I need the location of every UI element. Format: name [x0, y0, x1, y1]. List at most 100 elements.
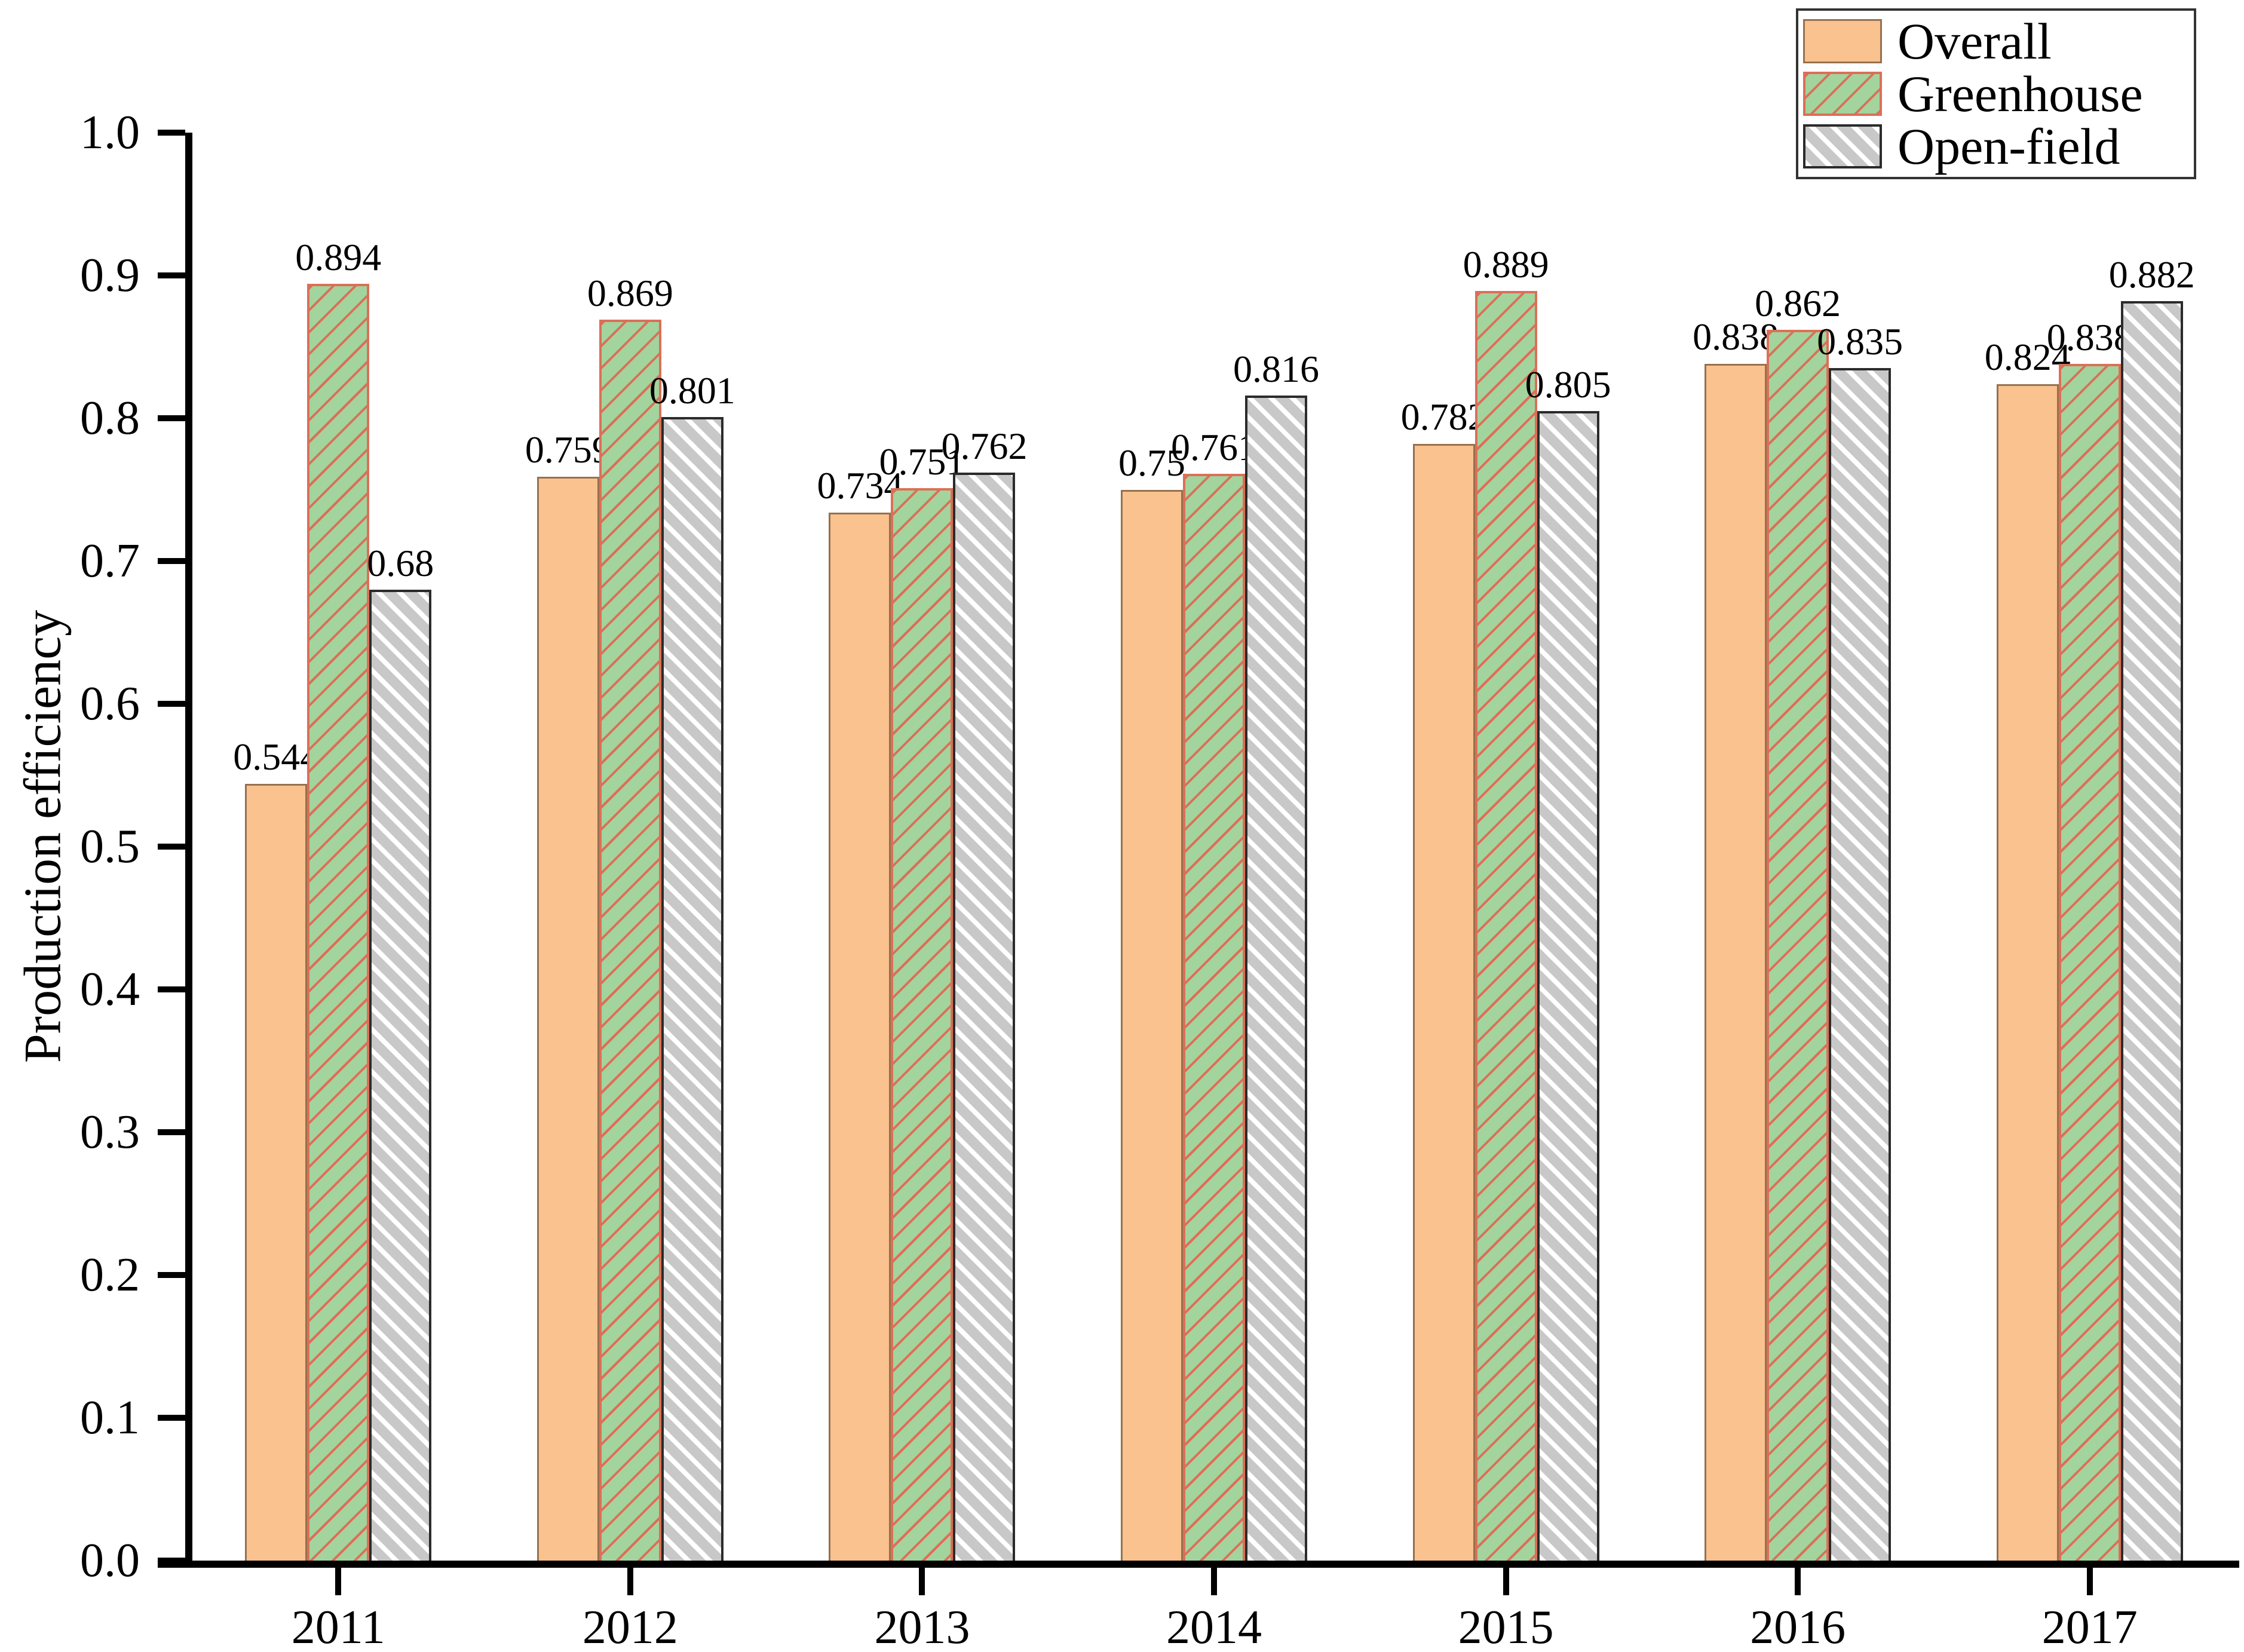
- year-group-2011: 0.544 0.894 0.68 2011: [192, 133, 485, 1651]
- bar-value-label: 0.894: [295, 236, 382, 279]
- y-tick-mark: [158, 1272, 185, 1278]
- bar-value-label: 0.762: [941, 424, 1028, 467]
- y-tick-label: 0.9: [80, 249, 140, 302]
- bar-value-label: 0.734: [817, 464, 903, 507]
- y-tick-mark: [158, 130, 185, 136]
- y-tick-label: 0.1: [80, 1392, 140, 1444]
- y-tick-label: 1.0: [80, 106, 140, 159]
- y-tick-label: 0.3: [80, 1106, 140, 1158]
- y-tick-mark: [158, 1558, 185, 1564]
- y-tick-label: 0.6: [80, 678, 140, 730]
- x-tick-label-2012: 2012: [582, 1601, 678, 1652]
- bar-greenhouse-2012: 0.869: [587, 274, 673, 1561]
- x-tick-label-2013: 2013: [874, 1601, 970, 1652]
- bar-value-label: 0.761: [1171, 426, 1258, 469]
- x-tick-label-2017: 2017: [2041, 1601, 2138, 1652]
- y-axis-line: [185, 133, 192, 1568]
- plot-area: 0.544 0.894 0.68 2011 0.759 0.869 0.801 2012 0.7…: [80, 109, 2239, 1651]
- y-tick-mark: [158, 558, 185, 564]
- x-tick-mark: [627, 1568, 633, 1595]
- y-tick-mark: [158, 415, 185, 421]
- y-tick-label: 0.2: [80, 1249, 140, 1301]
- bar-value-label: 0.835: [1817, 320, 1903, 363]
- bar-overall-2016: 0.838: [1693, 318, 1779, 1561]
- bar-value-label: 0.889: [1463, 243, 1549, 286]
- y-tick-mark: [158, 1415, 185, 1421]
- x-axis-line: [158, 1561, 2239, 1568]
- bar-value-label: 0.824: [1984, 335, 2071, 378]
- bar-greenhouse-2011: 0.894: [295, 238, 381, 1561]
- bar-greenhouse-2016: 0.862: [1755, 284, 1841, 1561]
- legend-label: Greenhouse: [1897, 65, 2143, 122]
- bar-value-label: 0.869: [587, 272, 673, 315]
- bar-value-label: 0.68: [367, 541, 434, 584]
- x-tick-mark: [1211, 1568, 1218, 1595]
- bar-open-field-2014: 0.816: [1233, 350, 1319, 1561]
- y-axis-title: Production efficiency: [14, 609, 72, 1063]
- x-tick-mark: [919, 1568, 925, 1595]
- bar-greenhouse-2017: 0.838: [2047, 318, 2133, 1561]
- bar-open-field-2015: 0.805: [1525, 366, 1611, 1561]
- bar-open-field-2016: 0.835: [1817, 323, 1903, 1561]
- y-tick-label: 0.4: [80, 963, 140, 1016]
- y-tick-mark: [158, 272, 185, 278]
- y-tick-mark: [158, 701, 185, 707]
- bar-value-label: 0.759: [525, 428, 611, 471]
- legend-label: Overall: [1897, 13, 2052, 70]
- y-tick-label: 0.8: [80, 392, 140, 445]
- bar-greenhouse-2013: 0.751: [879, 443, 965, 1561]
- x-tick-label-2014: 2014: [1166, 1601, 1262, 1652]
- bar-open-field-2011: 0.68: [367, 544, 434, 1561]
- y-tick-mark: [158, 844, 185, 850]
- bar-overall-2013: 0.734: [817, 466, 903, 1561]
- year-group-2015: 0.782 0.889 0.805 2015: [1360, 133, 1652, 1651]
- bar-value-label: 0.782: [1400, 396, 1487, 439]
- bar-open-field-2017: 0.882: [2109, 256, 2195, 1561]
- x-tick-mark: [335, 1568, 342, 1595]
- legend-entry-greenhouse: Greenhouse: [1803, 68, 2188, 119]
- bar-groups: 0.544 0.894 0.68 2011 0.759 0.869 0.801 2012 0.7…: [192, 133, 2236, 1651]
- year-group-2012: 0.759 0.869 0.801 2012: [485, 133, 777, 1651]
- bar-value-label: 0.838: [1693, 315, 1779, 358]
- bar-value-label: 0.544: [233, 735, 320, 778]
- bar-overall-2012: 0.759: [525, 431, 611, 1561]
- bar-overall-2017: 0.824: [1985, 338, 2071, 1561]
- bar-value-label: 0.805: [1525, 363, 1611, 406]
- year-group-2017: 0.824 0.838 0.882 2017: [1943, 133, 2236, 1651]
- bar-value-label: 0.75: [1118, 441, 1186, 484]
- legend-swatch-open-field: [1803, 124, 1882, 168]
- y-tick-mark: [158, 1129, 185, 1135]
- legend-entry-overall: Overall: [1803, 16, 2188, 67]
- bar-value-label: 0.882: [2108, 253, 2195, 296]
- bar-overall-2015: 0.782: [1401, 398, 1487, 1561]
- year-group-2013: 0.734 0.751 0.762 2013: [776, 133, 1068, 1651]
- x-tick-mark: [1795, 1568, 1801, 1595]
- bar-value-label: 0.838: [2046, 316, 2133, 359]
- legend: Overall Greenhouse Open-field: [1796, 8, 2196, 179]
- year-group-2016: 0.838 0.862 0.835 2016: [1652, 133, 1944, 1651]
- bar-greenhouse-2014: 0.761: [1171, 428, 1257, 1561]
- x-tick-label-2016: 2016: [1750, 1601, 1846, 1652]
- bar-overall-2014: 0.75: [1118, 443, 1185, 1561]
- bar-value-label: 0.801: [649, 369, 735, 412]
- legend-label: Open-field: [1897, 118, 2120, 175]
- x-tick-mark: [1503, 1568, 1509, 1595]
- bar-greenhouse-2015: 0.889: [1463, 246, 1549, 1561]
- year-group-2014: 0.75 0.761 0.816 2014: [1068, 133, 1360, 1651]
- legend-swatch-greenhouse: [1803, 72, 1882, 116]
- legend-swatch-overall: [1803, 19, 1882, 63]
- y-tick-label: 0.7: [80, 535, 140, 587]
- y-tick-mark: [158, 986, 185, 992]
- y-tick-label: 0.5: [80, 820, 140, 873]
- bar-value-label: 0.862: [1755, 281, 1841, 324]
- x-tick-label-2011: 2011: [291, 1601, 385, 1652]
- x-tick-label-2015: 2015: [1458, 1601, 1554, 1652]
- bar-overall-2011: 0.544: [233, 737, 319, 1561]
- x-tick-mark: [2086, 1568, 2093, 1595]
- legend-entry-open-field: Open-field: [1803, 121, 2188, 172]
- bar-open-field-2012: 0.801: [649, 371, 735, 1561]
- bar-value-label: 0.751: [879, 440, 965, 483]
- y-tick-label: 0.0: [80, 1534, 140, 1587]
- bar-value-label: 0.816: [1233, 347, 1320, 390]
